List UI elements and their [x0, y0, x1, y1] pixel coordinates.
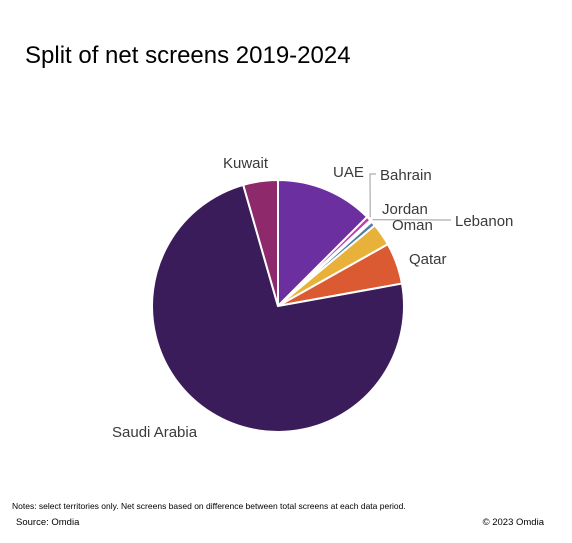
pie-slice-uae [277, 178, 369, 309]
slice-label-jordan: Jordan [382, 201, 428, 218]
slice-label-lebanon: Lebanon [455, 213, 513, 230]
slice-label-bahrain: Bahrain [380, 167, 432, 184]
pie-slice-saudi-arabia [151, 183, 405, 433]
slice-label-uae: UAE [333, 164, 364, 181]
copyright-text: © 2023 Omdia [482, 517, 544, 528]
source-text: Source: Omdia [16, 517, 80, 528]
slice-label-oman: Oman [392, 217, 433, 234]
chart-notes: Notes: select territories only. Net scre… [12, 501, 406, 511]
leader-line-bahrain [369, 173, 376, 218]
slice-label-qatar: Qatar [409, 251, 447, 268]
slice-label-kuwait: Kuwait [223, 155, 269, 172]
slice-label-saudi-arabia: Saudi Arabia [112, 424, 198, 441]
pie-slice-kuwait [241, 178, 279, 307]
chart-title: Split of net screens 2019-2024 [25, 42, 351, 69]
